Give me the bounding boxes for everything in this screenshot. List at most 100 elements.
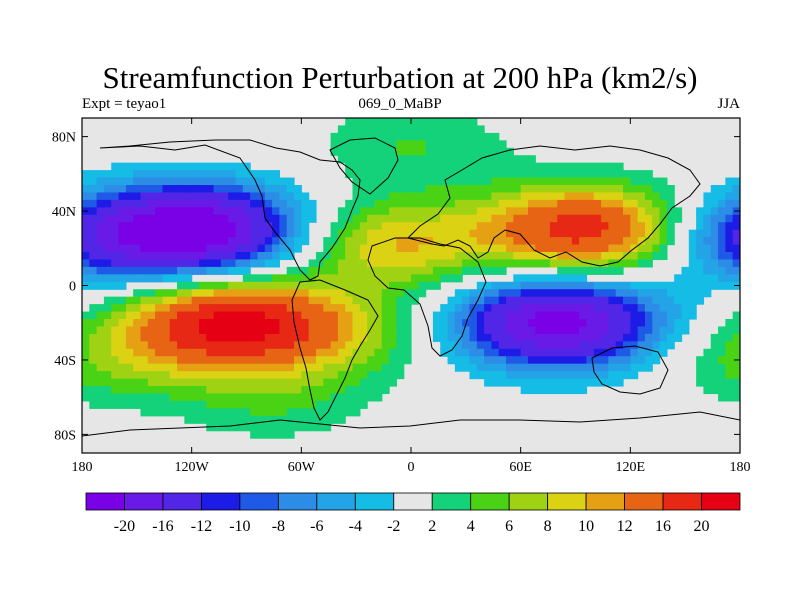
field-cell	[374, 393, 383, 402]
field-cell	[96, 207, 105, 216]
field-cell	[155, 274, 164, 283]
field-cell	[264, 296, 273, 305]
field-cell	[396, 147, 405, 156]
field-cell	[147, 207, 156, 216]
field-cell	[82, 177, 90, 186]
field-cell	[396, 266, 405, 275]
field-cell	[425, 192, 434, 201]
field-cell	[396, 222, 405, 231]
field-cell	[403, 199, 412, 208]
field-cell	[337, 289, 346, 298]
field-cell	[82, 170, 90, 179]
field-cell	[630, 185, 639, 194]
field-cell	[147, 326, 156, 335]
field-cell	[506, 170, 514, 179]
field-cell	[681, 274, 690, 283]
field-cell	[89, 222, 98, 231]
field-cell	[718, 192, 726, 201]
field-cell	[527, 319, 536, 328]
field-cell	[469, 229, 478, 238]
field-cell	[294, 304, 302, 313]
field-cell	[352, 170, 361, 179]
field-cell	[498, 341, 507, 350]
field-cell	[118, 319, 127, 328]
field-cell	[125, 393, 134, 402]
field-cell	[198, 341, 207, 350]
field-cell	[454, 177, 463, 186]
colorbar-box	[508, 492, 549, 511]
field-cell	[228, 237, 237, 246]
field-cell	[703, 207, 712, 216]
field-cell	[440, 252, 449, 261]
field-cell	[206, 199, 215, 208]
field-cell	[250, 423, 259, 432]
field-cell	[89, 266, 98, 275]
field-cell	[484, 140, 493, 149]
field-cell	[432, 177, 441, 186]
field-cell	[454, 155, 463, 164]
field-cell	[301, 348, 310, 357]
field-cell	[579, 259, 588, 268]
field-cell	[147, 333, 156, 342]
field-cell	[652, 333, 661, 342]
field-cell	[103, 400, 112, 409]
field-cell	[418, 147, 427, 156]
field-cell	[169, 162, 178, 171]
field-cell	[710, 356, 719, 365]
field-cell	[242, 319, 251, 328]
field-cell	[250, 371, 259, 380]
field-cell	[725, 259, 734, 268]
field-cell	[703, 386, 712, 395]
field-cell	[264, 214, 273, 223]
field-cell	[294, 386, 302, 395]
field-cell	[527, 371, 536, 380]
field-cell	[491, 132, 500, 141]
field-cell	[96, 348, 105, 357]
field-cell	[140, 386, 149, 395]
field-cell	[162, 207, 171, 216]
field-cell	[367, 274, 376, 283]
field-cell	[213, 348, 222, 357]
field-cell	[659, 252, 668, 261]
field-cell	[411, 155, 419, 164]
field-cell	[447, 244, 456, 253]
field-cell	[103, 393, 112, 402]
field-cell	[220, 415, 229, 424]
field-cell	[520, 259, 529, 268]
field-cell	[184, 296, 193, 305]
field-cell	[301, 408, 310, 417]
field-cell	[425, 199, 434, 208]
field-cell	[491, 237, 500, 246]
coastlines	[82, 137, 740, 453]
field-cell	[140, 185, 149, 194]
field-cell	[732, 341, 740, 350]
field-cell	[337, 386, 346, 395]
field-cell	[601, 266, 609, 275]
field-cell	[235, 244, 244, 253]
field-cell	[520, 214, 529, 223]
field-cell	[242, 371, 251, 380]
field-cell	[644, 311, 653, 320]
field-cell	[659, 185, 668, 194]
field-cell	[542, 386, 551, 395]
field-cell	[513, 237, 522, 246]
field-cell	[557, 378, 566, 387]
field-cell	[213, 244, 222, 253]
field-cell	[250, 356, 259, 365]
field-cell	[418, 207, 427, 216]
field-cell	[506, 289, 514, 298]
field-cell	[272, 214, 280, 223]
field-cell	[623, 222, 631, 231]
field-cell	[389, 162, 397, 171]
field-cell	[586, 229, 595, 238]
field-cell	[506, 147, 514, 156]
field-cell	[184, 371, 193, 380]
field-cell	[491, 378, 500, 387]
field-cell	[396, 244, 405, 253]
field-cell	[213, 296, 222, 305]
field-cell	[725, 363, 734, 372]
field-cell	[169, 393, 178, 402]
field-cell	[301, 423, 310, 432]
field-cell	[381, 348, 390, 357]
field-cell	[659, 319, 668, 328]
